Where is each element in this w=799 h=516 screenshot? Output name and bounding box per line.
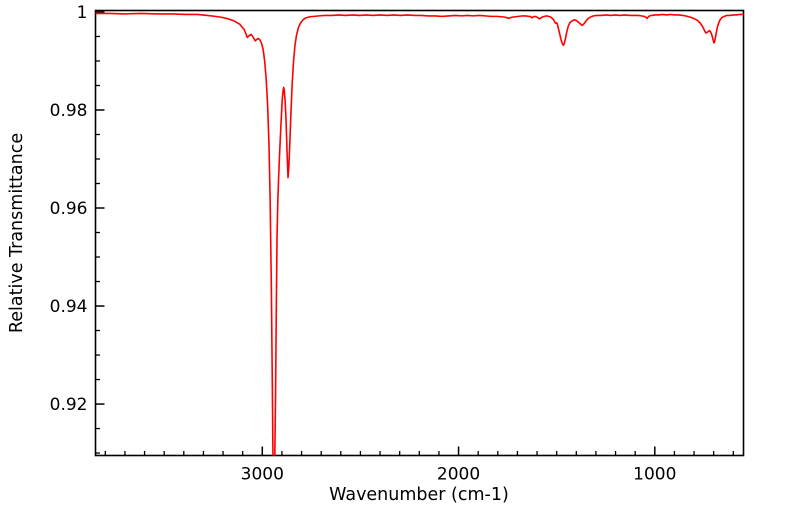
x-tick-label: 1000 [633,465,676,485]
x-tick-label: 3000 [241,465,284,485]
y-axis-label: Relative Transmittance [7,132,27,334]
x-tick-label: 2000 [437,465,480,485]
plot-border [94,9,745,457]
y-tick-label: 0.92 [50,395,88,415]
y-tick-label: 1 [77,3,88,23]
x-axis-label: Wavenumber (cm-1) [329,485,509,505]
y-tick-label: 0.98 [50,101,88,121]
y-tick-label: 0.96 [50,199,88,219]
spectrum-curve [95,12,744,456]
y-tick-label: 0.94 [50,297,88,317]
